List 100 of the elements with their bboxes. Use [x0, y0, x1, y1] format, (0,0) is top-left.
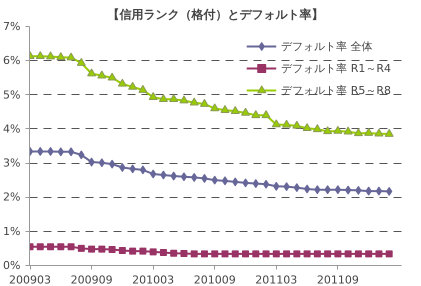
point — [333, 126, 342, 134]
point — [190, 250, 198, 258]
point — [66, 52, 76, 60]
x-tick-label: 200903 — [9, 274, 52, 286]
y-tick-label: 2% — [3, 190, 20, 204]
y-tick-label: 4% — [3, 122, 20, 136]
y-tick-label: 1% — [3, 224, 20, 238]
point — [160, 170, 167, 180]
point — [272, 119, 281, 128]
point — [232, 250, 239, 258]
point — [78, 244, 85, 252]
point — [312, 124, 322, 132]
point — [293, 250, 300, 258]
point — [88, 158, 95, 167]
point — [302, 123, 312, 132]
point — [252, 250, 260, 258]
point — [211, 250, 218, 258]
legend-label: デフォルト率 R5～R8 — [281, 82, 391, 98]
point — [334, 250, 342, 258]
point — [283, 182, 290, 192]
point — [200, 98, 209, 107]
point — [169, 94, 178, 102]
point — [138, 84, 148, 93]
point — [365, 250, 372, 258]
point — [190, 98, 199, 106]
point — [200, 250, 208, 258]
point — [108, 160, 116, 169]
point — [355, 186, 362, 195]
point — [160, 249, 167, 256]
x-tick-label: 201109 — [316, 274, 359, 286]
point — [108, 246, 116, 253]
point — [180, 250, 188, 258]
point — [201, 174, 208, 183]
point — [180, 172, 188, 182]
point — [262, 110, 271, 118]
y-tick-label: 6% — [3, 54, 20, 68]
point — [334, 185, 342, 194]
point — [129, 164, 136, 174]
point — [68, 243, 75, 250]
point — [384, 128, 394, 137]
point — [76, 58, 86, 66]
point — [292, 120, 302, 129]
y-tick-label: 0% — [3, 259, 20, 272]
point — [148, 92, 158, 100]
point — [386, 250, 393, 258]
point — [220, 105, 230, 113]
point — [304, 250, 311, 258]
point — [262, 180, 270, 189]
x-tick-label: 201003 — [132, 274, 174, 286]
point — [242, 178, 249, 188]
point — [230, 106, 240, 114]
y-tick-label: 3% — [3, 156, 20, 170]
point — [57, 243, 64, 250]
point — [140, 165, 146, 174]
point — [344, 126, 353, 134]
point — [88, 246, 96, 253]
point — [344, 186, 352, 195]
point — [283, 250, 290, 258]
x-tick-label: 200909 — [70, 274, 113, 286]
point — [68, 147, 74, 156]
point — [150, 169, 156, 178]
point — [210, 103, 220, 112]
point — [354, 128, 363, 136]
point — [282, 120, 292, 128]
point — [323, 126, 332, 134]
point — [158, 94, 168, 102]
point — [139, 248, 146, 255]
point — [118, 78, 127, 87]
point — [314, 185, 321, 194]
point — [118, 246, 126, 254]
point — [304, 184, 310, 194]
point — [221, 250, 228, 258]
point — [374, 128, 384, 137]
point — [170, 250, 178, 257]
y-tick-label: 5% — [3, 88, 20, 102]
legend-label: デフォルト率 R1～R4 — [281, 60, 391, 76]
point — [98, 246, 106, 253]
point — [324, 185, 331, 194]
x-tick-label: 201009 — [194, 274, 236, 286]
point — [365, 186, 372, 196]
point — [56, 52, 66, 60]
point — [251, 110, 260, 118]
point — [375, 250, 382, 258]
chart-title: 【信用ランク（格付）とデフォルト率】 — [108, 8, 324, 22]
legend-label: デフォルト率 全体 — [281, 38, 373, 54]
point — [119, 163, 126, 172]
point — [108, 72, 117, 81]
point — [354, 250, 362, 258]
point — [36, 51, 45, 60]
point — [47, 146, 54, 156]
point — [242, 250, 250, 258]
point — [272, 250, 280, 258]
y-tick-label: 7% — [3, 20, 20, 33]
point — [128, 82, 138, 90]
point — [364, 128, 374, 136]
point — [150, 248, 157, 256]
point — [376, 186, 382, 196]
point — [179, 95, 188, 104]
point — [344, 250, 352, 258]
point — [324, 250, 332, 258]
